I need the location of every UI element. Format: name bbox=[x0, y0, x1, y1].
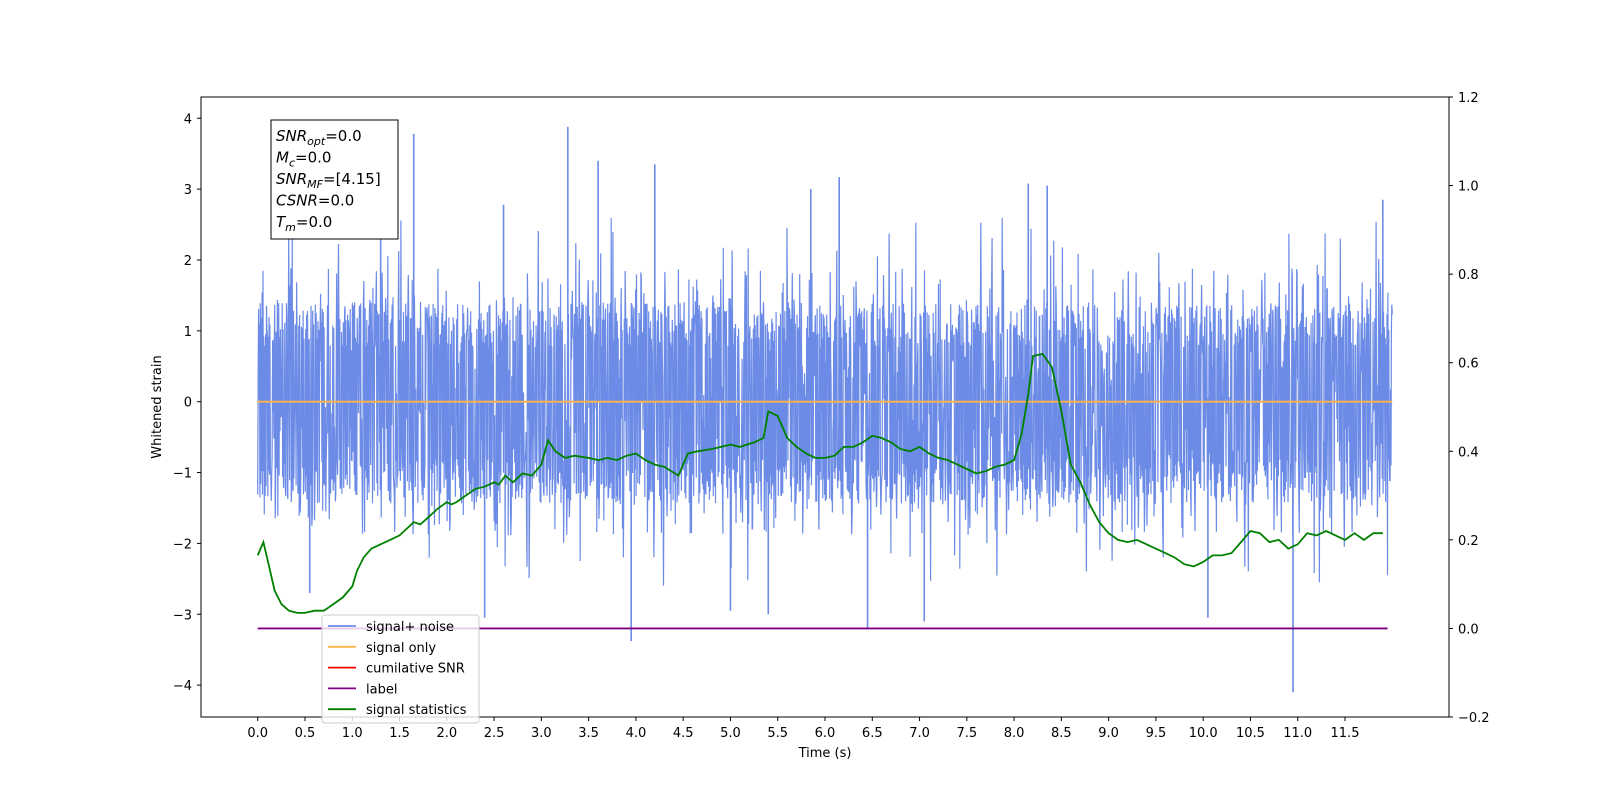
x-tick-label: 1.0 bbox=[342, 726, 363, 741]
y2-tick-label: 0.2 bbox=[1458, 534, 1479, 549]
legend-label: cumilative SNR bbox=[366, 662, 465, 677]
y2-tick-label: −0.2 bbox=[1458, 711, 1490, 726]
y-axis-title: Whitened strain bbox=[150, 355, 165, 458]
series-signal-statistics bbox=[256, 352, 1383, 614]
x-tick-label: 8.5 bbox=[1051, 726, 1072, 741]
y-tick-label: 3 bbox=[184, 183, 192, 198]
series-signal-noise bbox=[257, 217, 1393, 586]
stats-box-frame bbox=[270, 119, 399, 240]
x-tick-label: 4.0 bbox=[626, 726, 647, 741]
y-tick-label: −3 bbox=[173, 608, 192, 623]
x-tick-label: 10.0 bbox=[1189, 726, 1218, 741]
y-tick-label: 4 bbox=[184, 112, 192, 127]
y2-tick-label: 1.2 bbox=[1458, 91, 1479, 106]
x-tick-label: 8.0 bbox=[1004, 726, 1025, 741]
stats-line: CSNR=0.0 bbox=[276, 192, 354, 210]
legend-label: signal+ noise bbox=[366, 620, 454, 635]
legend-label: signal statistics bbox=[366, 703, 467, 718]
legend: signal+ noise signal only cumilative SNR la… bbox=[321, 614, 480, 724]
y-tick-label: −4 bbox=[173, 679, 192, 694]
x-tick-label: 10.5 bbox=[1236, 726, 1265, 741]
x-tick-label: 0.5 bbox=[295, 726, 316, 741]
y2-tick-label: 0.8 bbox=[1458, 268, 1479, 283]
stats-line: SNRopt=0.0 bbox=[276, 127, 362, 148]
y-tick-label: −2 bbox=[173, 537, 192, 552]
x-tick-label: 9.0 bbox=[1098, 726, 1119, 741]
legend-frame bbox=[321, 614, 480, 724]
y-tick-label: 0 bbox=[184, 396, 192, 411]
x-tick-label: 1.5 bbox=[389, 726, 410, 741]
legend-label: label bbox=[366, 682, 397, 697]
x-tick-label: 5.0 bbox=[720, 726, 741, 741]
x-axis-title: Time (s) bbox=[798, 746, 852, 761]
x-tick-label: 11.0 bbox=[1283, 726, 1312, 741]
x-tick-label: 0.0 bbox=[247, 726, 268, 741]
x-tick-label: 3.5 bbox=[578, 726, 599, 741]
stats-line: Mc=0.0 bbox=[276, 149, 331, 170]
x-tick-label: 5.5 bbox=[767, 726, 788, 741]
x-tick-label: 6.0 bbox=[815, 726, 836, 741]
x-tick-label: 7.5 bbox=[956, 726, 977, 741]
x-tick-label: 2.5 bbox=[484, 726, 505, 741]
x-tick-label: 3.0 bbox=[531, 726, 552, 741]
y2-tick-label: 0.6 bbox=[1458, 357, 1479, 372]
x-tick-label: 7.0 bbox=[909, 726, 930, 741]
y-tick-label: 2 bbox=[184, 254, 192, 269]
x-tick-label: 9.5 bbox=[1146, 726, 1167, 741]
x-tick-label: 11.5 bbox=[1331, 726, 1360, 741]
y2-tick-label: 0.4 bbox=[1458, 445, 1479, 460]
legend-label: signal only bbox=[366, 641, 436, 656]
x-tick-label: 2.0 bbox=[436, 726, 457, 741]
y-tick-label: 1 bbox=[184, 325, 192, 340]
series-layer bbox=[256, 126, 1393, 693]
y-tick-label: −1 bbox=[173, 467, 192, 482]
stats-line: SNRMF=[4.15] bbox=[276, 170, 381, 191]
y2-tick-label: 1.0 bbox=[1458, 180, 1479, 195]
x-tick-label: 6.5 bbox=[862, 726, 883, 741]
series-signal-noise-spikes bbox=[308, 126, 1384, 693]
y2-tick-label: 0.0 bbox=[1458, 622, 1479, 637]
stats-line: Tm=0.0 bbox=[276, 213, 332, 234]
axes-layer: 0.0 0.5 1.0 1.5 2.0 2.5 3.0 3.5 4.0 4.5 5.0 5.5 6.0 6… bbox=[173, 91, 1490, 741]
x-tick-label: 4.5 bbox=[673, 726, 694, 741]
